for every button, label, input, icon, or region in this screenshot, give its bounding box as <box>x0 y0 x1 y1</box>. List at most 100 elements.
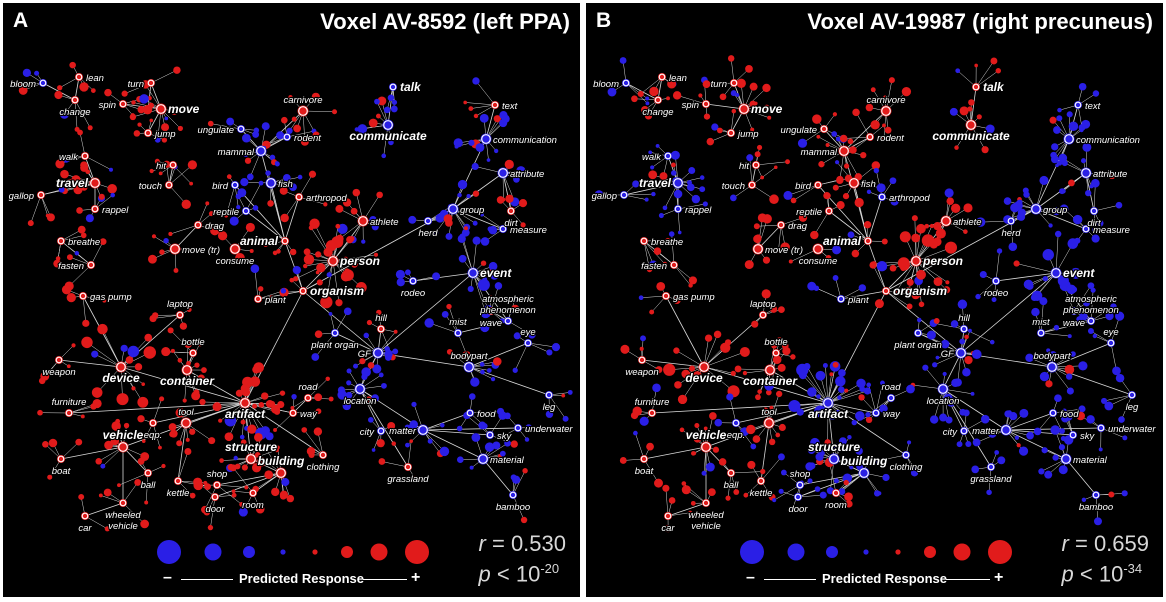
leaf-node <box>807 446 816 455</box>
leaf-node <box>71 178 80 187</box>
concept-label: bird <box>795 181 812 192</box>
edge <box>1040 320 1092 334</box>
leaf-node <box>199 398 206 406</box>
leaf-node <box>300 137 309 146</box>
concept-label: bird <box>212 181 229 192</box>
concept-node-ring <box>149 419 157 427</box>
leaf-node <box>104 526 110 532</box>
concept-node-ring <box>481 134 491 144</box>
leaf-node <box>942 286 951 294</box>
concept-label: bloom <box>593 79 619 90</box>
edge <box>469 411 501 414</box>
leaf-node <box>901 86 912 97</box>
concept-node-ring <box>254 295 262 303</box>
leaf-node <box>371 448 376 452</box>
leaf-node <box>1018 446 1029 456</box>
leaf-node <box>745 65 753 73</box>
concept-node <box>372 347 384 359</box>
leaf-node <box>974 63 978 68</box>
concept-node-ring <box>673 178 683 188</box>
edge <box>885 260 917 292</box>
edge <box>422 412 471 431</box>
leaf-node <box>705 462 715 472</box>
edge <box>387 86 394 126</box>
leaf-node <box>246 173 254 181</box>
concept-label: atmospheric <box>1065 294 1117 305</box>
concept-label: wheeled <box>105 510 141 521</box>
leaf-node <box>747 460 756 469</box>
leaf-node <box>391 441 396 446</box>
leaf-node <box>238 507 248 517</box>
leaf-node <box>97 323 108 335</box>
concept-label: athlete <box>370 217 399 228</box>
concept-label: rodeo <box>401 288 425 299</box>
leaf-node <box>18 85 28 95</box>
concept-node-ring <box>266 178 276 188</box>
concept-label: person <box>339 254 380 268</box>
concept-node <box>1000 424 1012 436</box>
leaf-node <box>658 213 664 219</box>
leaf-node <box>764 104 770 110</box>
leaf-node <box>971 465 980 474</box>
concept-node-ring <box>727 469 735 477</box>
concept-node-ring <box>230 244 240 254</box>
leaf-node <box>1062 285 1067 291</box>
leaf-node <box>276 131 285 140</box>
leaf-node <box>816 394 821 399</box>
leaf-node <box>134 363 143 371</box>
edge <box>118 472 149 486</box>
concept-label: carnivore <box>283 95 322 106</box>
leaf-node <box>486 158 491 162</box>
concept-label: clothing <box>307 462 340 473</box>
concept-label: city <box>943 427 959 438</box>
concept-label: leg <box>1126 402 1139 413</box>
concept-node-ring <box>281 237 289 245</box>
leaf-node <box>648 170 658 180</box>
concept-node-ring <box>796 481 804 489</box>
concept-label: breathe <box>651 237 683 248</box>
leaf-node <box>649 86 659 97</box>
leaf-node <box>775 432 781 438</box>
leaf-node <box>632 406 642 416</box>
concept-node-ring <box>514 424 522 432</box>
edge <box>1055 233 1059 274</box>
leaf-node <box>706 137 715 146</box>
concept-node-ring <box>878 193 886 201</box>
leaf-node <box>346 380 352 386</box>
leaf-node <box>373 252 379 257</box>
leaf-node <box>193 247 198 251</box>
leaf-node <box>468 106 474 111</box>
leaf-node <box>681 481 687 486</box>
concept-node-ring <box>664 512 672 520</box>
edge <box>60 441 79 460</box>
leaf-node <box>315 251 322 258</box>
leaf-node <box>720 342 731 353</box>
legend-arrow-right <box>946 579 990 580</box>
leaf-node <box>110 192 115 198</box>
edge <box>933 322 965 330</box>
concept-label: attribute <box>1093 169 1127 180</box>
leaf-node <box>117 483 121 488</box>
edge <box>705 103 745 110</box>
concept-label: gallop <box>9 191 34 202</box>
leaf-node <box>91 350 99 358</box>
concept-node-ring <box>699 362 709 372</box>
concept-node-ring <box>814 181 822 189</box>
leaf-node <box>818 161 825 168</box>
leaf-node <box>1049 116 1057 124</box>
leaf-node <box>716 127 723 134</box>
leaf-node <box>996 248 1003 254</box>
leaf-node <box>496 196 505 204</box>
leaf-node <box>66 254 73 261</box>
leaf-node <box>972 438 981 447</box>
edge <box>302 260 334 292</box>
concept-label: jump <box>736 129 759 140</box>
leaf-node <box>74 250 80 256</box>
leaf-node <box>906 440 912 445</box>
leaf-node <box>137 105 145 114</box>
edge <box>472 272 489 310</box>
leaf-node <box>935 228 946 239</box>
leaf-node <box>60 169 69 179</box>
leaf-node <box>979 270 987 279</box>
leaf-node <box>777 363 786 372</box>
